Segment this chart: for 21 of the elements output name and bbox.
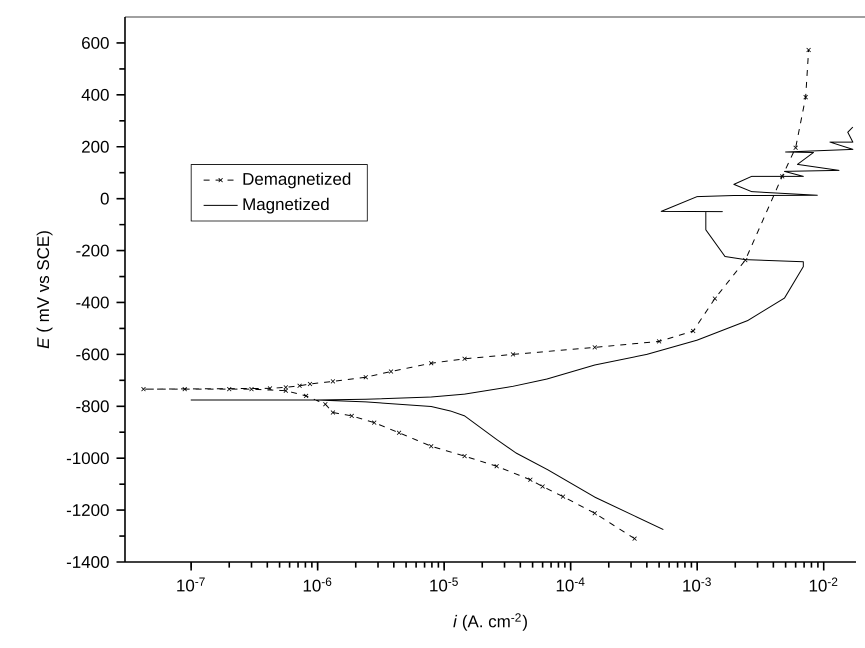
y-tick-label: 600 <box>82 36 109 49</box>
y-tick-label: 400 <box>82 88 109 101</box>
y-tick-label: -1400 <box>66 556 109 568</box>
y-tick-label: -1200 <box>66 504 109 516</box>
y-tick-label: -400 <box>76 296 109 308</box>
x-tick-label: 10$^{-3}$ <box>683 578 711 592</box>
legend-label: Demagnetized <box>244 172 350 188</box>
legend-label: Magnetized <box>244 198 329 214</box>
x-tick-label: 10$^{-2}$ <box>810 578 838 592</box>
y-tick-label: 200 <box>82 140 109 153</box>
y-tick-label: -1000 <box>66 452 109 464</box>
y-tick-label: 0 <box>100 192 109 205</box>
x-tick-label: 10$^{-7}$ <box>177 578 205 592</box>
y-tick-label: -600 <box>76 348 109 360</box>
x-axis-title: i (A. cm$^{-2}$) <box>453 613 527 631</box>
y-tick-label: -800 <box>76 400 109 412</box>
y-tick-label: -200 <box>76 244 109 257</box>
x-tick-label: 10$^{-5}$ <box>430 578 458 592</box>
x-tick-label: 10$^{-4}$ <box>556 578 585 592</box>
x-tick-label: 10$^{-6}$ <box>304 578 332 592</box>
y-axis-title: E ( mV vs SCE) <box>36 231 52 348</box>
